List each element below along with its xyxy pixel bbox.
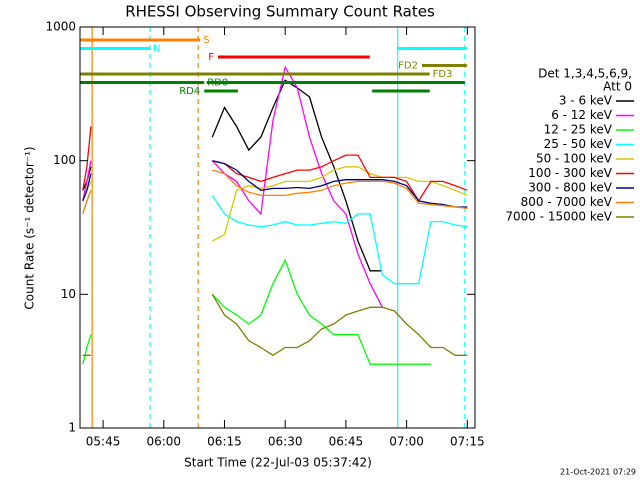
- series-line: [82, 169, 468, 215]
- series-line: [82, 190, 468, 285]
- y-tick-label: 1: [68, 421, 76, 435]
- legend-label: 3 - 6 keV: [559, 94, 613, 108]
- flag-label: N: [153, 44, 160, 55]
- flag-label: FD3: [433, 69, 453, 80]
- x-axis-label: Start Time (22-Jul-03 05:37:42): [184, 456, 372, 470]
- legend-label: 300 - 800 keV: [528, 181, 612, 195]
- legend-label: 25 - 50 keV: [544, 137, 613, 151]
- legend-label: 50 - 100 keV: [536, 152, 613, 166]
- x-tick-label: 07:15: [450, 435, 485, 449]
- x-tick-label: 05:45: [86, 435, 121, 449]
- flag-label: RD0: [207, 78, 228, 89]
- x-tick-label: 07:00: [389, 435, 424, 449]
- y-tick-label: 10: [61, 287, 76, 301]
- flag-label: S: [203, 35, 209, 46]
- series-line: [82, 160, 468, 208]
- legend-label: 12 - 25 keV: [544, 123, 613, 137]
- flag-label: RD4: [179, 86, 200, 97]
- y-tick-label: 100: [53, 153, 76, 167]
- legend-title: Att 0: [603, 80, 632, 94]
- chart-title: RHESSI Observing Summary Count Rates: [125, 3, 435, 21]
- y-axis-label: Count Rate (s⁻¹ detector⁻¹): [23, 146, 37, 309]
- legend-label: 6 - 12 keV: [551, 108, 613, 122]
- x-tick-label: 06:30: [268, 435, 303, 449]
- series-line: [82, 65, 383, 308]
- legend-label: 7000 - 15000 keV: [505, 210, 612, 224]
- legend-label: 100 - 300 keV: [528, 166, 612, 180]
- timestamp: 21-Oct-2021 07:29: [560, 468, 636, 477]
- legend-title: Det 1,3,4,5,6,9,: [538, 67, 632, 81]
- plot-frame: [79, 26, 476, 429]
- series-line: [82, 166, 468, 242]
- series-line: [82, 126, 468, 203]
- series-line: [82, 79, 383, 272]
- series-line: [82, 258, 431, 365]
- x-tick-label: 06:00: [146, 435, 181, 449]
- y-tick-label: 1000: [45, 20, 76, 34]
- legend-label: 800 - 7000 keV: [521, 195, 613, 209]
- flag-label: FD2: [398, 61, 418, 72]
- flag-label: F: [208, 52, 214, 63]
- series-line: [82, 293, 468, 357]
- x-tick-label: 06:15: [207, 435, 242, 449]
- x-tick-label: 06:45: [329, 435, 364, 449]
